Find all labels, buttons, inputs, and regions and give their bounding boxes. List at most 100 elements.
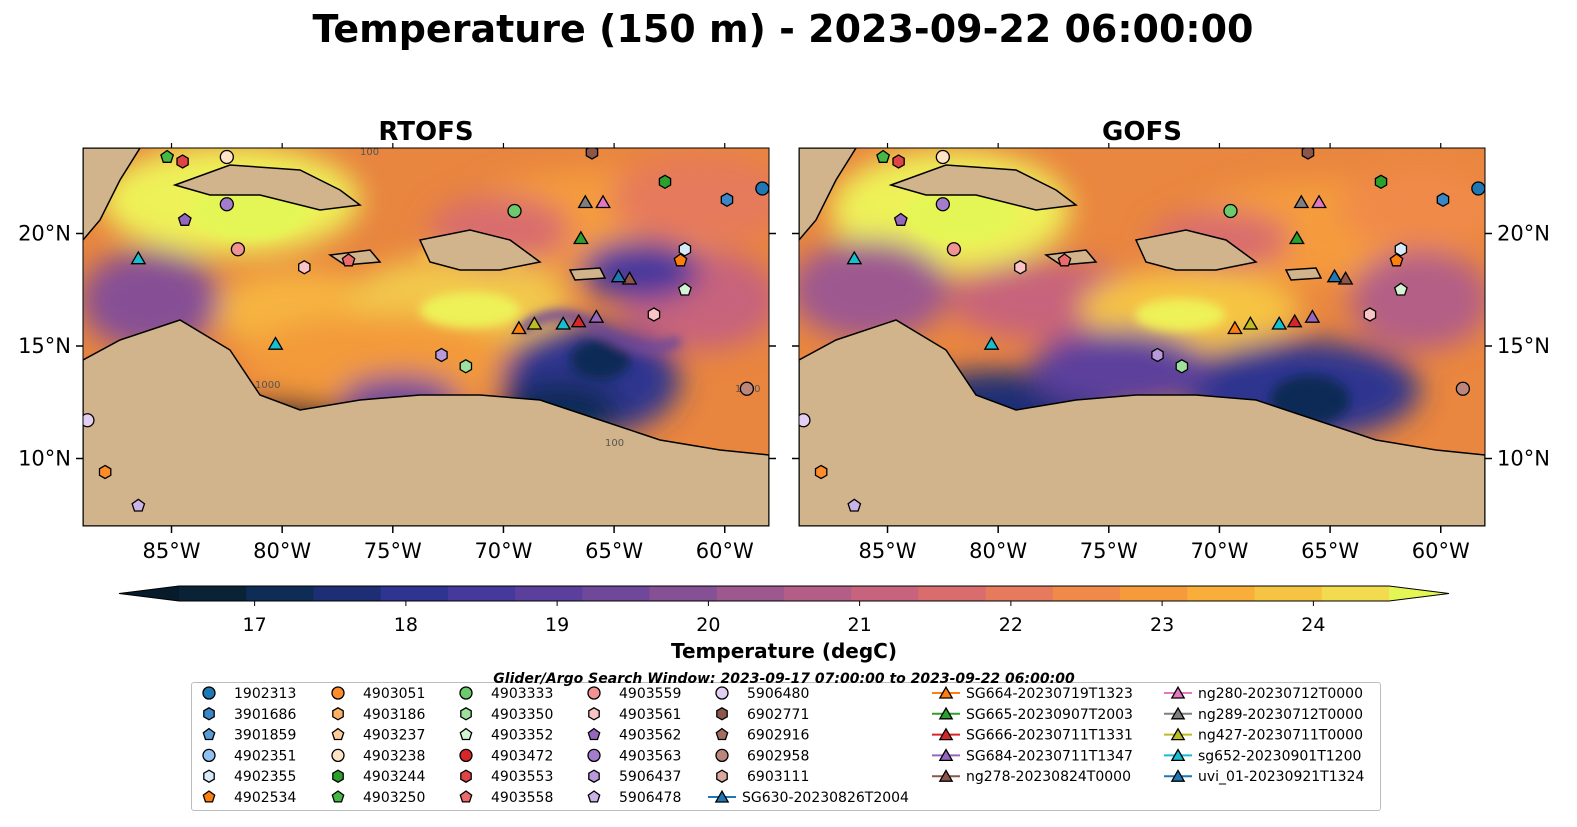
legend-marker (459, 686, 473, 700)
legend-label: SG665-20230907T2003 (966, 707, 1133, 723)
legend-marker (588, 769, 600, 783)
colorbar-segment (918, 586, 987, 601)
float-marker (1293, 194, 1310, 209)
legend (191, 682, 1381, 811)
float-marker (459, 359, 473, 374)
legend-marker (331, 686, 345, 700)
legend-label: 5906478 (619, 790, 681, 806)
legend-marker (202, 790, 216, 803)
colorbar-tick-label: 23 (1150, 614, 1174, 636)
float-marker (267, 336, 284, 350)
legend-marker (938, 706, 954, 720)
float-marker (511, 320, 527, 335)
float-marker (1393, 282, 1408, 296)
legend-marker (716, 769, 728, 783)
figure-title: Temperature (150 m) - 2023-09-22 06:00:0… (312, 7, 1253, 51)
colorbar-segment (851, 586, 919, 601)
float-marker (177, 212, 192, 226)
legend-label: 4902534 (234, 790, 296, 806)
lon-tick-label: 80°W (253, 539, 311, 563)
land-rtofs (83, 148, 769, 526)
float-marker (1436, 192, 1450, 208)
colorbar-segment (447, 586, 516, 601)
legend-marker (715, 727, 729, 741)
legend-marker (587, 790, 601, 803)
lon-tick-label: 85°W (859, 539, 917, 563)
float-marker (892, 154, 905, 169)
legend-marker (715, 748, 729, 763)
float-marker (935, 197, 950, 212)
colorbar-ticks: 17 18 19 20 21 22 23 24 (243, 601, 1325, 636)
float-marker (572, 230, 589, 245)
float-marker (799, 413, 811, 428)
points-rtofs (83, 148, 769, 512)
legend-label: 4903250 (363, 790, 425, 806)
legend-marker (714, 789, 730, 803)
colorbar-segment (179, 586, 247, 601)
legend-marker (459, 727, 473, 741)
legend-marker (588, 707, 600, 721)
legend-label: 6903111 (747, 769, 809, 785)
lon-tick-label: 80°W (969, 539, 1027, 563)
float-marker (1389, 253, 1404, 267)
float-marker (814, 464, 828, 480)
float-marker (588, 309, 605, 323)
legend-label: 4902351 (234, 748, 296, 764)
legend-marker (332, 769, 344, 783)
legend-marker (203, 769, 215, 783)
legend-label: 6902958 (747, 748, 809, 764)
colorbar-outline (118, 585, 1450, 602)
legend-marker (1170, 706, 1186, 720)
legend-marker (938, 727, 954, 741)
float-marker (595, 194, 611, 209)
float-marker (341, 253, 356, 267)
float-marker (1311, 194, 1327, 209)
legend-marker (459, 748, 473, 763)
float-marker (876, 149, 891, 163)
legend-marker (938, 685, 954, 699)
legend-label: 5906480 (747, 686, 809, 702)
colorbar-segment (380, 586, 449, 601)
colorbar-segment (1187, 586, 1256, 601)
legend-marker (202, 686, 216, 700)
float-marker (130, 250, 147, 265)
colorbar-segment (246, 586, 314, 601)
colorbar-segment (716, 586, 785, 601)
legend-entries: 1902313 3901686 3901859 4902351 4902355 49025… (202, 685, 1364, 806)
lat-tick-label: 15°N (1497, 334, 1550, 358)
legend-label: 1902313 (234, 686, 296, 702)
legend-label: 4903244 (363, 769, 425, 785)
lon-tick-label: 60°W (1412, 539, 1470, 563)
legend-marker (203, 707, 215, 721)
legend-marker (1170, 727, 1186, 741)
float-marker (983, 336, 1000, 350)
colorbar-segment (582, 586, 651, 601)
legend-label: SG684-20230711T1347 (966, 748, 1133, 764)
colorbar-segment (515, 586, 583, 601)
legend-label: ng278-20230824T0000 (966, 769, 1131, 785)
float-marker (83, 413, 95, 428)
float-marker (1288, 230, 1305, 245)
colorbar-tick-label: 20 (696, 614, 720, 636)
legend-marker (459, 790, 473, 803)
float-marker (621, 270, 638, 285)
legend-marker (331, 727, 345, 741)
legend-label: 4903561 (619, 707, 681, 723)
legend-label: 4903186 (363, 707, 425, 723)
legend-marker (1170, 748, 1186, 762)
legend-label: 4903352 (491, 728, 553, 744)
float-marker (755, 181, 769, 196)
float-marker (176, 154, 189, 169)
legend-marker (202, 748, 216, 763)
legend-label: 3901686 (234, 707, 296, 723)
colorbar-tick-label: 21 (848, 614, 872, 636)
legend-label: 4903563 (619, 748, 681, 764)
float-marker (1455, 381, 1471, 396)
lon-tick-label: 65°W (585, 539, 643, 563)
legend-marker (587, 748, 601, 763)
lon-tick-label: 75°W (1080, 539, 1138, 563)
float-marker (1337, 270, 1354, 285)
float-marker (219, 149, 234, 165)
colorbar-label: Temperature (degC) (671, 639, 897, 663)
panel-gofs: GOFS (798, 117, 1486, 527)
